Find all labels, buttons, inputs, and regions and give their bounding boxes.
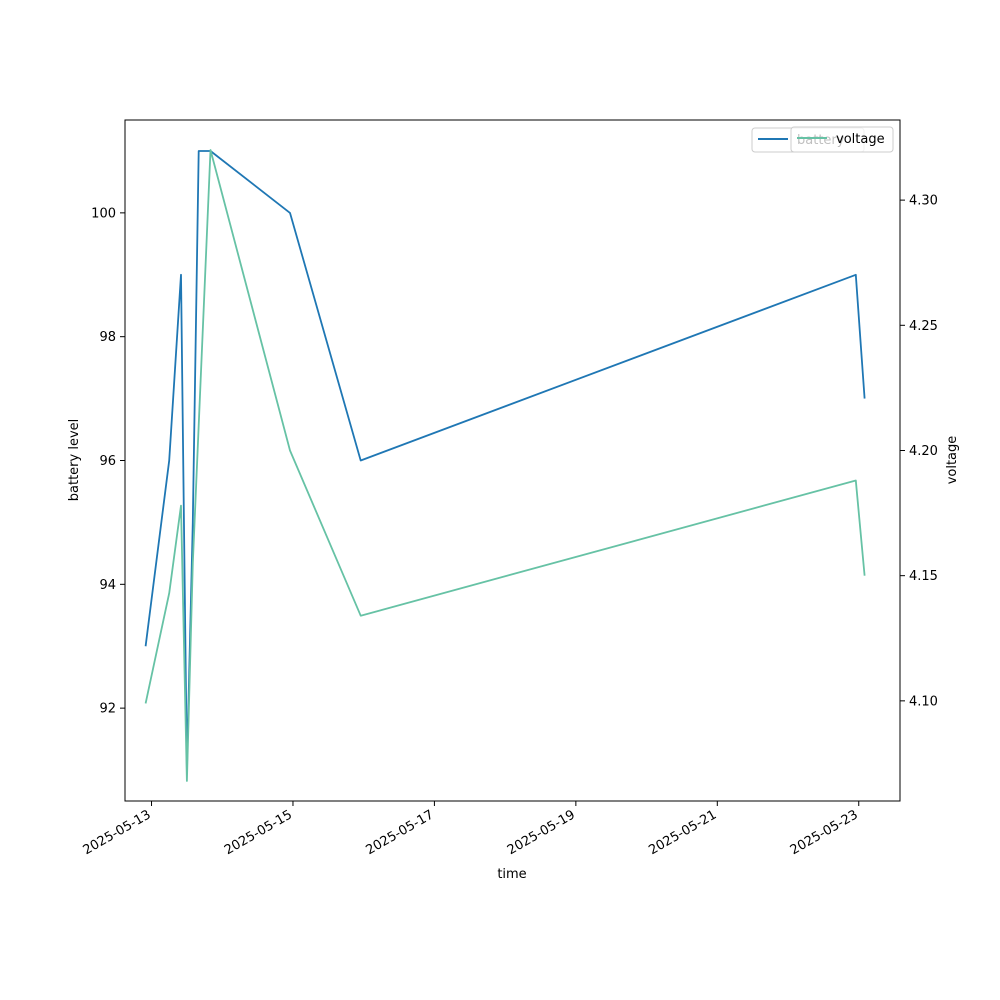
y2-tick-label: 4.25 (909, 319, 938, 334)
x-tick-label: 2025-05-23 (788, 807, 861, 858)
x-axis-ticks: 2025-05-13 2025-05-15 2025-05-17 2025-05-19… (81, 801, 861, 858)
y-axis-label: battery level (67, 419, 82, 502)
y-tick-label: 94 (99, 578, 116, 593)
plot-area (124, 119, 901, 802)
y-axis-ticks: 92 94 96 98 100 (91, 206, 125, 717)
y-tick-label: 92 (99, 702, 116, 717)
x-tick-label: 2025-05-15 (222, 807, 295, 858)
y2-tick-label: 4.30 (909, 194, 938, 209)
x-tick-label: 2025-05-19 (505, 807, 578, 858)
series-line-voltage (144, 149, 866, 782)
y2-tick-label: 4.15 (909, 569, 938, 584)
series-layer (144, 149, 866, 782)
series-line-battery (144, 150, 866, 771)
legend-voltage: voltage (790, 126, 894, 153)
y2-axis-label: voltage (945, 436, 960, 485)
legend-voltage-label: voltage (836, 132, 885, 147)
plot-frame (124, 119, 901, 802)
x-tick-label: 2025-05-13 (81, 807, 154, 858)
y-tick-label: 100 (91, 206, 116, 221)
y-tick-label: 96 (99, 454, 116, 469)
y2-tick-label: 4.20 (909, 444, 938, 459)
x-tick-label: 2025-05-21 (646, 807, 719, 858)
x-tick-label: 2025-05-17 (363, 807, 436, 858)
y-tick-label: 98 (99, 330, 116, 345)
x-axis-label: time (497, 867, 526, 882)
y2-tick-label: 4.10 (909, 694, 938, 709)
y2-axis-ticks: 4.10 4.15 4.20 4.25 4.30 (900, 194, 938, 709)
